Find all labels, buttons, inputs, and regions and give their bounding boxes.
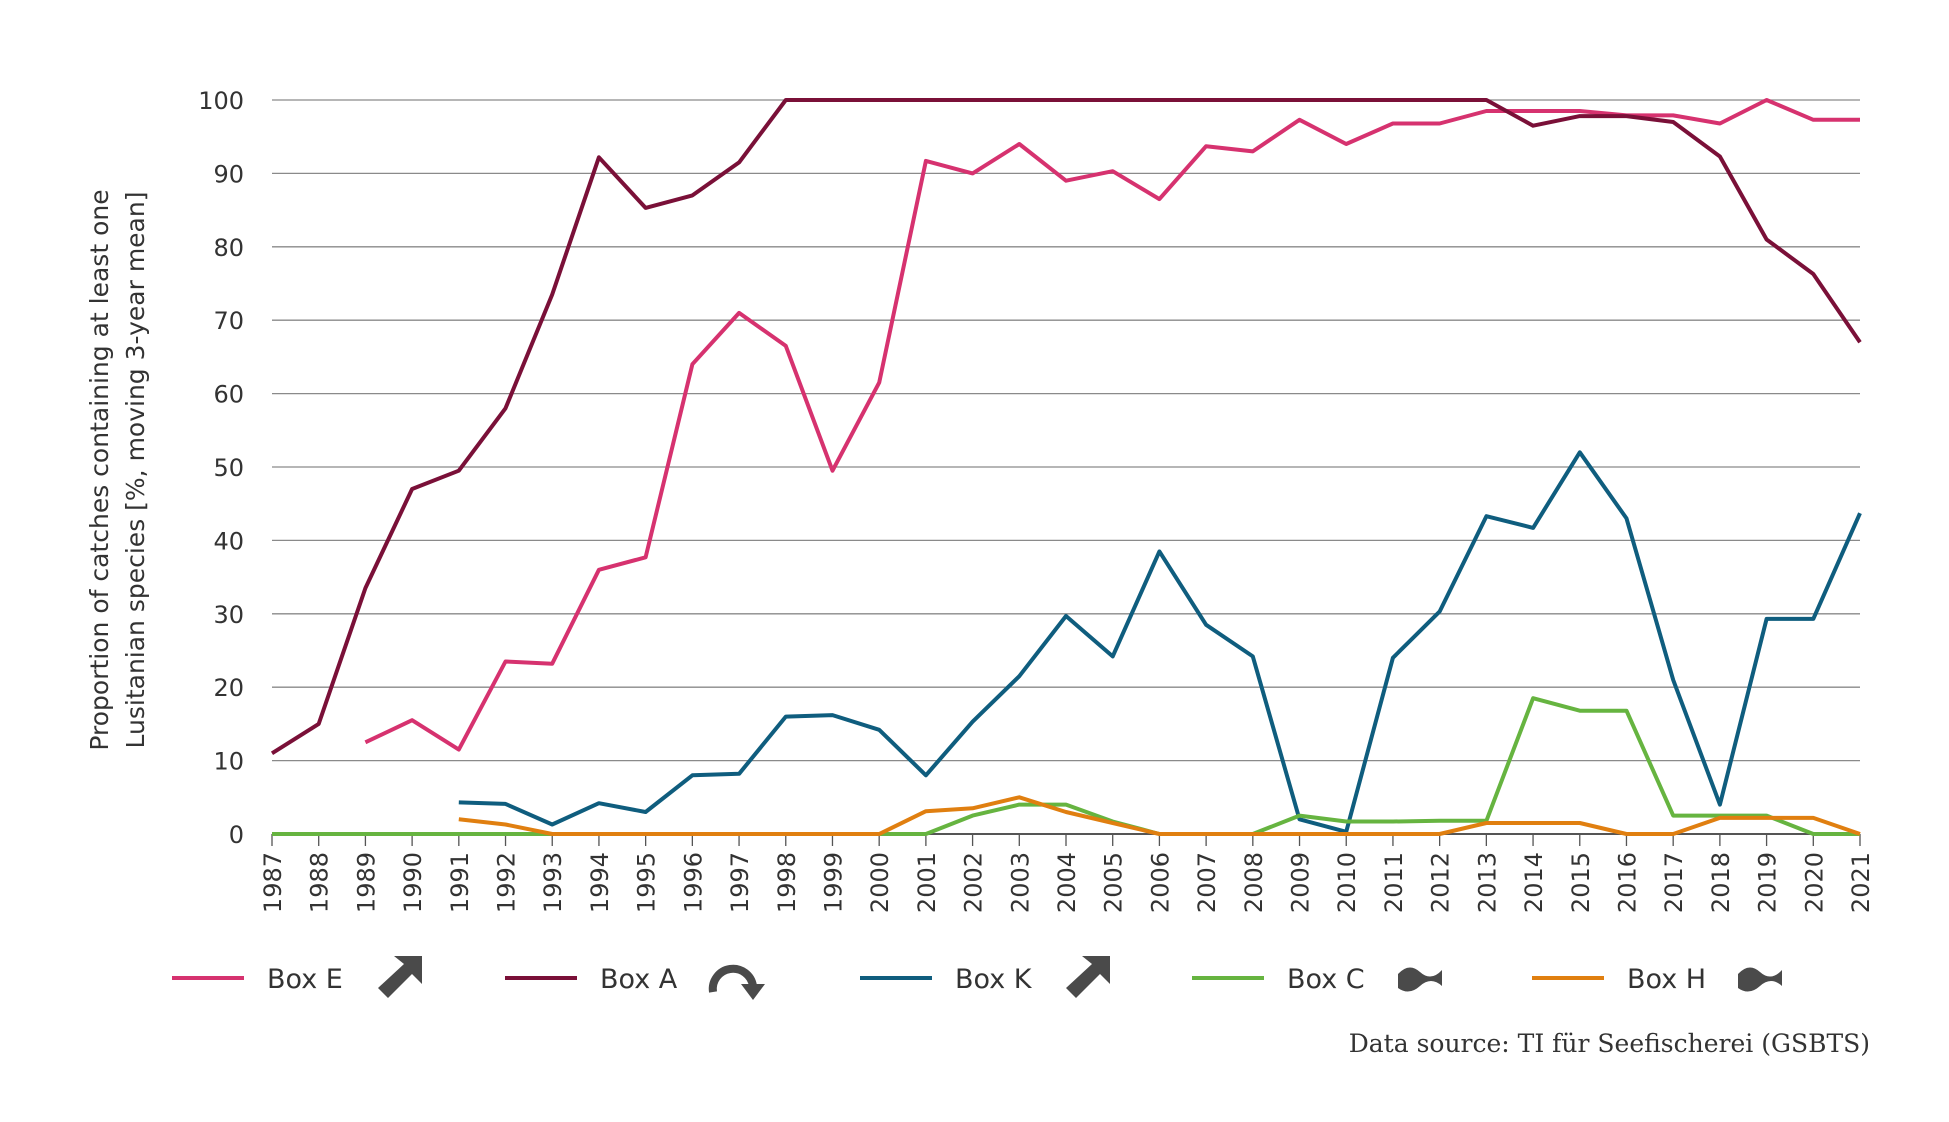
- x-tick-label: 2009: [1287, 852, 1315, 913]
- x-tick-label: 1998: [773, 852, 801, 913]
- x-tick-label: 1991: [446, 852, 474, 913]
- arrow-up-right-icon: [378, 956, 422, 998]
- y-tick-label: 100: [198, 87, 244, 115]
- series-lines: [270, 98, 1862, 836]
- x-tick-label: 2000: [866, 852, 894, 913]
- y-axis-label-line-1: Proportion of catches containing at leas…: [85, 189, 114, 750]
- data-source-note: Data source: TI für Seefischerei (GSBTS): [1349, 1029, 1870, 1058]
- y-tick-label: 10: [213, 748, 244, 776]
- tilde-wave-icon: [1738, 967, 1782, 992]
- x-tick-label: 2008: [1240, 852, 1268, 913]
- x-tick-label: 1987: [259, 852, 287, 913]
- series-line-box-a: [270, 98, 1862, 755]
- series-line-box-c: [272, 696, 1860, 836]
- y-axis-ticks: 0 10 20 30 40 50 60 70 80 90 100: [198, 87, 244, 849]
- x-tick-label: 2005: [1100, 852, 1128, 913]
- legend-label: Box E: [267, 964, 343, 995]
- legend-label: Box A: [600, 964, 678, 995]
- legend-label: Box K: [955, 964, 1033, 995]
- series-line-box-e: [364, 98, 1860, 752]
- x-tick-label: 2001: [913, 852, 941, 913]
- legend-label: Box H: [1627, 964, 1706, 995]
- x-tick-label: 1988: [306, 852, 334, 913]
- x-tick-label: 2002: [960, 852, 988, 913]
- x-tick-label: 1995: [633, 852, 661, 913]
- x-tick-label: 2020: [1800, 852, 1828, 913]
- legend: Box E Box A Box K Box C Box H: [172, 956, 1782, 1000]
- x-tick-label: 2013: [1473, 852, 1501, 913]
- x-tick-label: 2011: [1380, 852, 1408, 913]
- x-tick-label: 1999: [819, 852, 847, 913]
- x-tick-label: 2021: [1847, 852, 1875, 913]
- x-tick-label: 2006: [1146, 852, 1174, 913]
- y-tick-label: 50: [213, 454, 244, 482]
- x-tick-label: 2015: [1567, 852, 1595, 913]
- y-axis-label-line-2: Lusitanian species [%, moving 3-year mea…: [121, 192, 150, 749]
- legend-label: Box C: [1287, 964, 1365, 995]
- x-tick-label: 1989: [352, 852, 380, 913]
- arrow-up-right-icon: [1066, 956, 1110, 998]
- y-tick-label: 70: [213, 307, 244, 335]
- x-axis-ticks: 1987 1988 1989 1990 1991 1992 1993 1994 1995 1996…: [259, 834, 1875, 913]
- x-tick-label: 2007: [1193, 852, 1221, 913]
- x-tick-label: 2019: [1754, 852, 1782, 913]
- x-tick-label: 2010: [1333, 852, 1361, 913]
- y-tick-label: 30: [213, 601, 244, 629]
- y-tick-label: 60: [213, 381, 244, 409]
- series-line-box-k: [458, 450, 1862, 834]
- y-tick-label: 0: [229, 821, 244, 849]
- x-tick-label: 2014: [1520, 852, 1548, 913]
- x-tick-label: 1992: [493, 852, 521, 913]
- x-tick-label: 2003: [1006, 852, 1034, 913]
- y-tick-label: 90: [213, 160, 244, 188]
- x-tick-label: 2004: [1053, 852, 1081, 913]
- x-tick-label: 1996: [679, 852, 707, 913]
- x-tick-label: 1997: [726, 852, 754, 913]
- x-tick-label: 1994: [586, 852, 614, 913]
- x-tick-label: 2012: [1427, 852, 1455, 913]
- gridlines: [272, 99, 1860, 835]
- y-axis-label: Proportion of catches containing at leas…: [85, 189, 150, 750]
- y-tick-label: 20: [213, 674, 244, 702]
- tilde-wave-icon: [1398, 967, 1442, 992]
- x-tick-label: 2016: [1613, 852, 1641, 913]
- x-tick-label: 2018: [1707, 852, 1735, 913]
- series-line-box-h: [458, 795, 1861, 836]
- x-tick-label: 1993: [539, 852, 567, 913]
- y-tick-label: 80: [213, 234, 244, 262]
- curved-arrow-down-icon: [708, 964, 765, 1000]
- x-tick-label: 1990: [399, 852, 427, 913]
- y-tick-label: 40: [213, 527, 244, 555]
- x-tick-label: 2017: [1660, 852, 1688, 913]
